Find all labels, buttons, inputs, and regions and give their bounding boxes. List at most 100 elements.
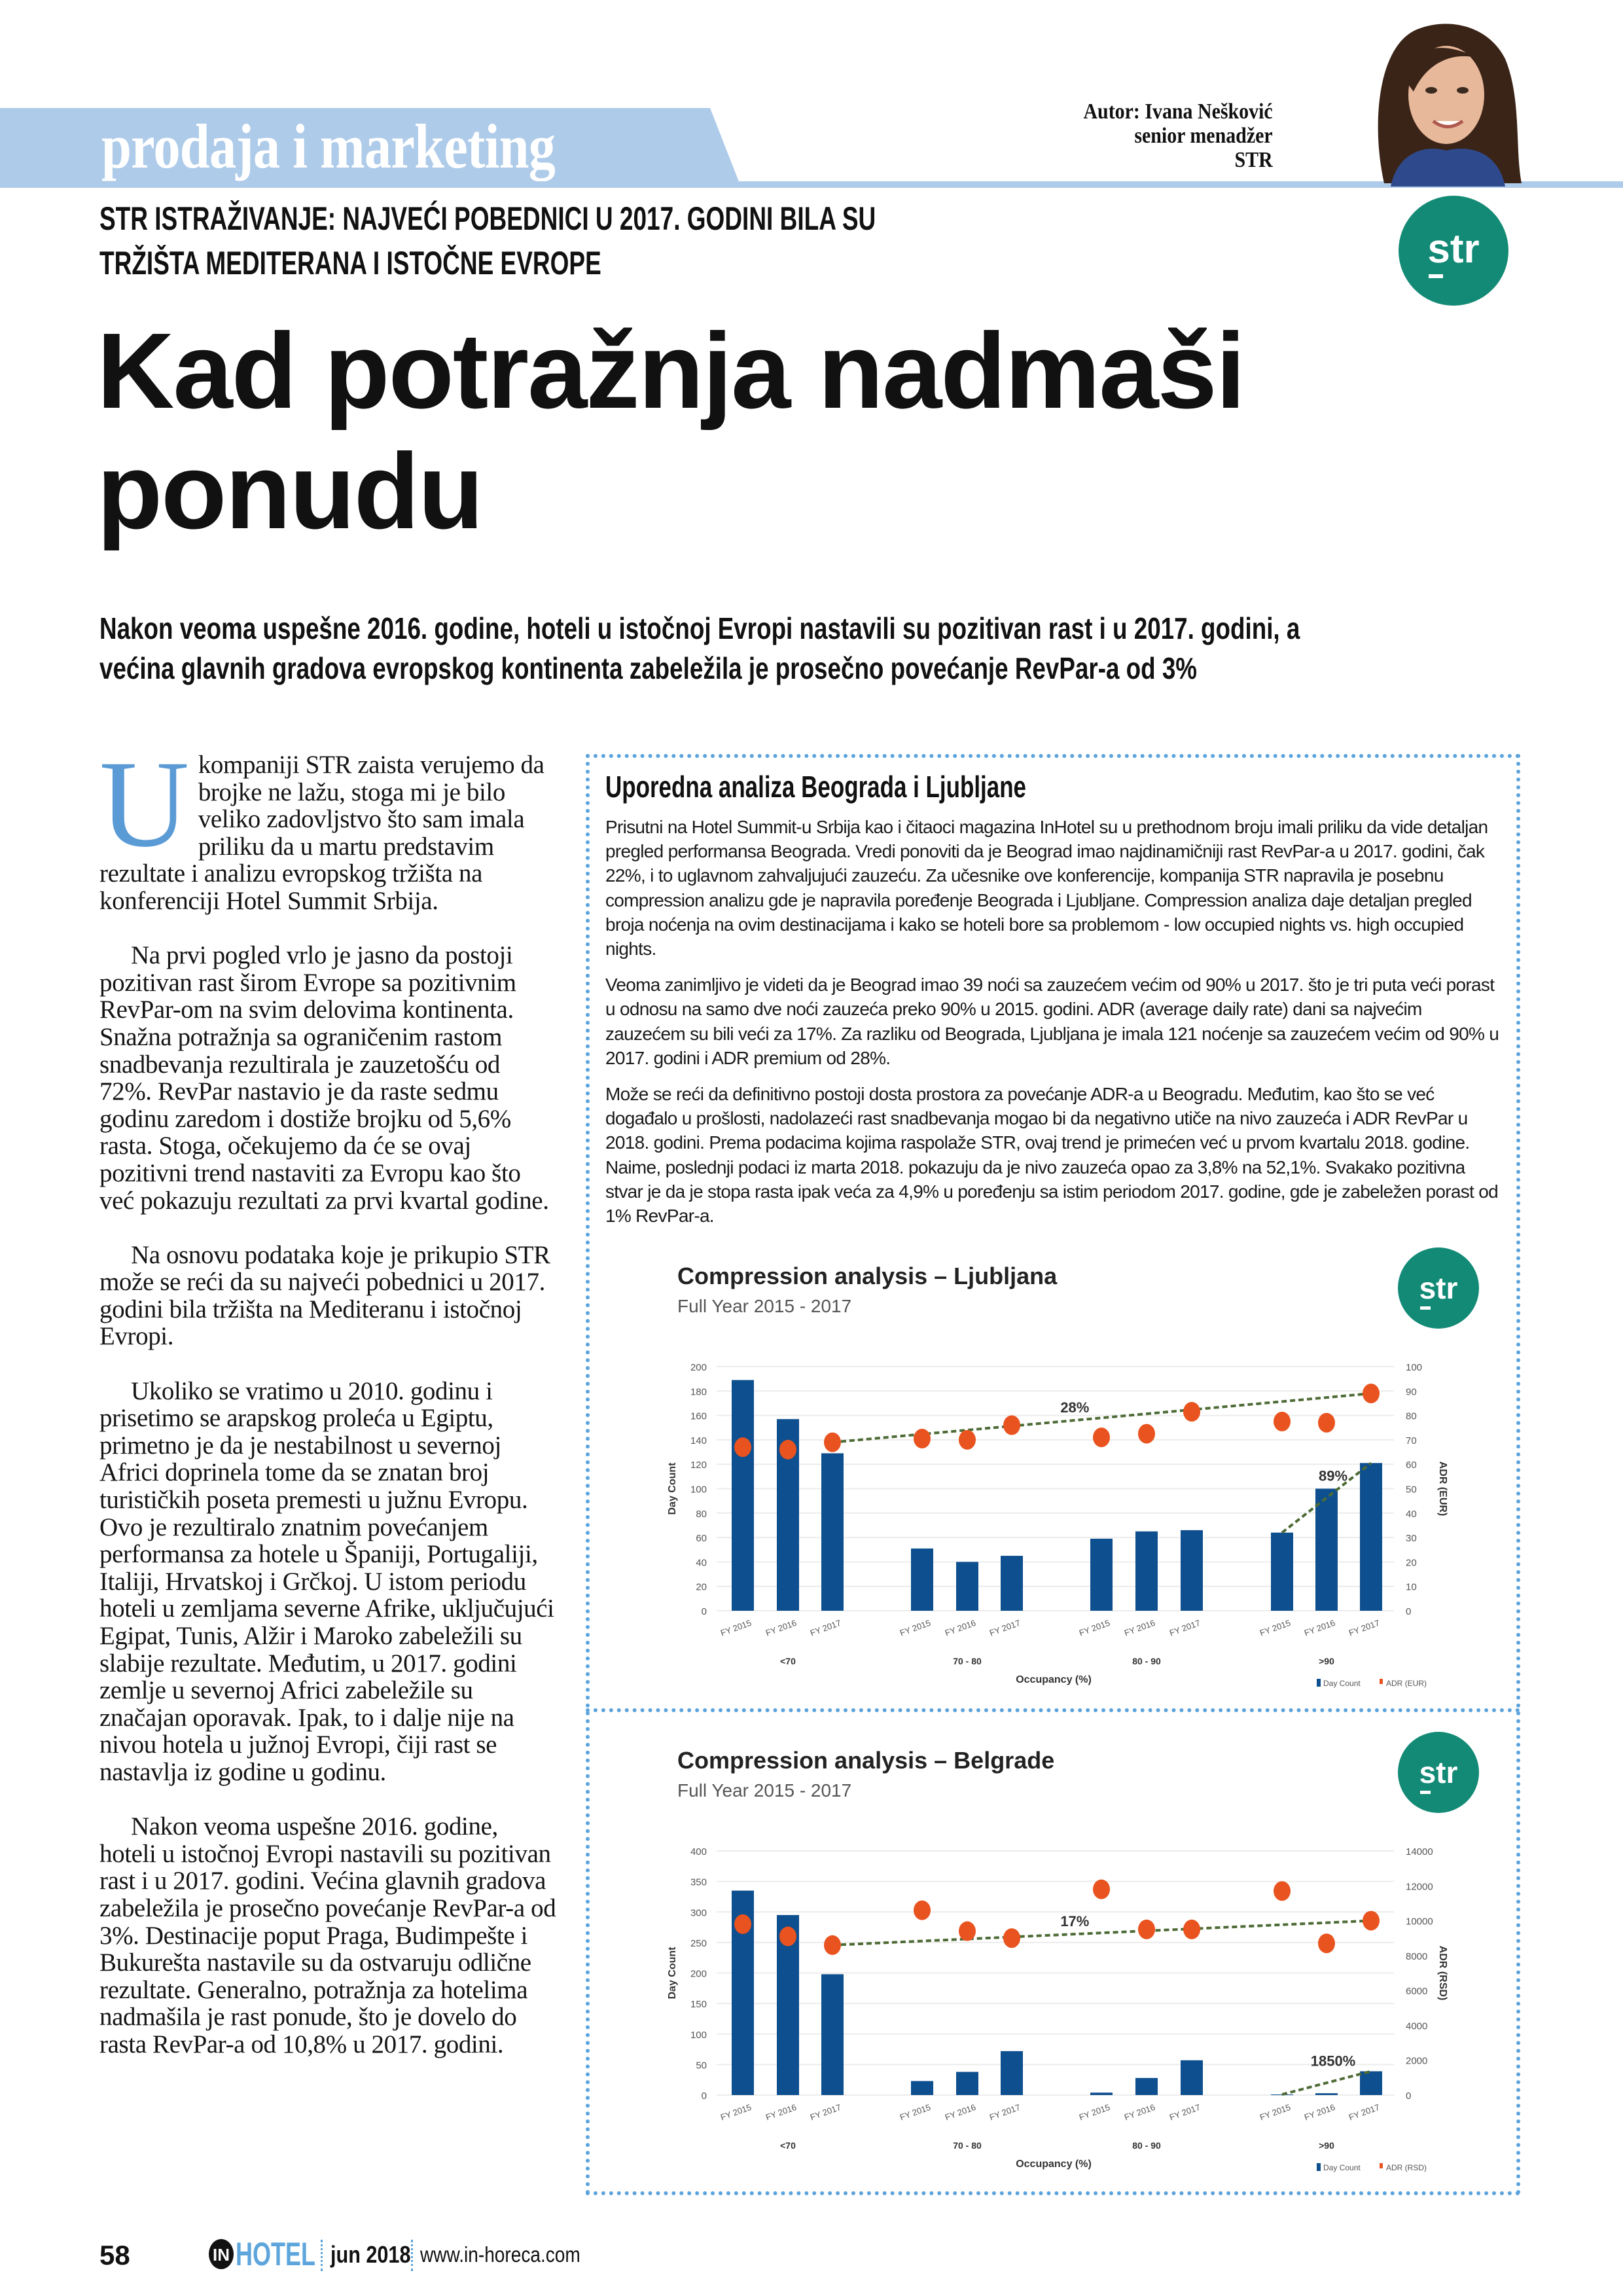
x-tick-label: FY 2015 (719, 1618, 753, 1638)
chart-title: Compression analysis – Ljubljana (677, 1263, 1058, 1289)
x-tick-label: FY 2016 (944, 1618, 977, 1638)
legend-swatch-adr (1380, 2163, 1383, 2168)
str-logo: str (1399, 196, 1508, 306)
adr-point (914, 1900, 931, 1920)
article-kicker: STR ISTRAŽIVANJE: NAJVEĆI POBEDNICI U 20… (99, 196, 876, 285)
lead-line: većina glavnih gradova evropskog kontine… (99, 651, 1198, 685)
x-tick-label: FY 2017 (1168, 2102, 1202, 2123)
y-tick-label: 160 (690, 1411, 707, 1422)
y-tick-label: 20 (696, 1582, 707, 1593)
x-tick-label: FY 2017 (809, 2102, 842, 2123)
x-tick-label: FY 2015 (1258, 2102, 1292, 2123)
legend-swatch-day-count (1317, 1679, 1321, 1687)
legend-swatch-adr (1380, 1679, 1383, 1684)
y2-tick-label: 4000 (1406, 2020, 1427, 2032)
y-tick-label: 0 (702, 1606, 707, 1617)
y2-tick-label: 60 (1406, 1460, 1417, 1471)
group-label: 80 - 90 (1132, 1656, 1161, 1666)
y2-tick-label: 0 (1406, 2090, 1411, 2102)
body-paragraph: Na osnovu podataka koje je prikupio STR … (99, 1240, 550, 1351)
body-paragraph: Na prvi pogled vrlo je jasno da postoji … (99, 941, 549, 1215)
bar-day-count (911, 2081, 933, 2095)
page-number: 58 (99, 2240, 130, 2270)
box-text: Prisutni na Hotel Summit-u Srbija kao i … (605, 815, 1502, 1240)
x-tick-label: FY 2016 (944, 2102, 977, 2123)
article-lead: Nakon veoma uspešne 2016. godine, hoteli… (99, 609, 1300, 689)
y2-tick-label: 0 (1406, 1606, 1411, 1617)
adr-point (1003, 1928, 1020, 1948)
box-paragraph: Može se reći da definitivno postoji dost… (605, 1084, 1499, 1227)
y-tick-label: 0 (702, 2090, 707, 2102)
legend-label: ADR (RSD) (1386, 2163, 1427, 2172)
y2-tick-label: 6000 (1406, 1986, 1427, 1997)
adr-point (1003, 1415, 1020, 1435)
author-role: senior menadžer (1134, 124, 1273, 148)
x-tick-label: FY 2015 (719, 2102, 753, 2123)
y2-tick-label: 8000 (1406, 1951, 1427, 1962)
y-tick-label: 100 (690, 1484, 707, 1496)
adr-point (914, 1429, 931, 1449)
adr-point (734, 1437, 751, 1458)
str-logo-text: str (1427, 226, 1479, 272)
adr-point (1274, 1881, 1291, 1901)
body-paragraph: Nakon veoma uspešne 2016. godine, hoteli… (99, 1812, 556, 2058)
y-tick-label: 100 (690, 2030, 707, 2041)
group-label: >90 (1319, 2140, 1334, 2151)
y-tick-label: 180 (690, 1386, 707, 1397)
x-tick-label: FY 2017 (809, 1618, 842, 1638)
website-link[interactable]: www.in-horeca.com (420, 2242, 580, 2267)
trend-line (1281, 2070, 1372, 2096)
y2-axis-label: ADR (RSD) (1437, 1946, 1448, 2001)
bar-day-count (911, 1548, 933, 1611)
x-tick-label: FY 2017 (1168, 1618, 1202, 1638)
trend-line (832, 1919, 1372, 1946)
group-label: 70 - 80 (953, 2140, 982, 2151)
x-tick-label: FY 2015 (1258, 1618, 1292, 1638)
bar-day-count (1181, 1530, 1203, 1611)
x-tick-label: FY 2016 (1303, 2102, 1336, 2123)
box-title: Uporedna analiza Beograda i Ljubljane (605, 770, 1027, 804)
adr-point (824, 1432, 841, 1452)
adr-point (1183, 1402, 1200, 1422)
chart-subtitle: Full Year 2015 - 2017 (677, 1780, 851, 1801)
chart-belgrade: Compression analysis – Belgrade Full Year… (667, 1732, 1479, 2172)
y2-tick-label: 50 (1406, 1484, 1417, 1496)
lead-line: Nakon veoma uspešne 2016. godine, hoteli… (99, 611, 1300, 645)
y-tick-label: 120 (690, 1460, 707, 1471)
str-logo-text: str (1419, 1755, 1458, 1789)
adr-point (1318, 1412, 1335, 1433)
y-axis-label: Day Count (667, 1462, 678, 1515)
box-paragraph: Prisutni na Hotel Summit-u Srbija kao i … (605, 817, 1488, 960)
str-logo-circle (1398, 1732, 1479, 1813)
str-logo-bar (1420, 1791, 1431, 1794)
bar-day-count (956, 1562, 978, 1611)
bar-day-count (732, 1380, 754, 1611)
legend-label: Day Count (1323, 1679, 1361, 1688)
x-tick-label: FY 2017 (1347, 1618, 1381, 1638)
y-axis-label: Day Count (667, 1946, 678, 2000)
y-tick-label: 140 (690, 1435, 707, 1446)
y2-tick-label: 10000 (1406, 1916, 1433, 1928)
footer-separator (411, 2240, 413, 2271)
y2-tick-label: 2000 (1406, 2056, 1427, 2067)
x-tick-label: FY 2016 (764, 1618, 798, 1638)
x-tick-label: FY 2015 (1078, 2102, 1111, 2123)
author-photo (1378, 24, 1522, 187)
bar-day-count (1315, 2093, 1338, 2095)
y-tick-label: 80 (696, 1509, 707, 1520)
kicker-line: STR ISTRAŽIVANJE: NAJVEĆI POBEDNICI U 20… (99, 200, 876, 237)
inhotel-logo-text: HOTEL (236, 2236, 315, 2272)
x-tick-label: FY 2015 (899, 1618, 932, 1638)
adr-point (779, 1439, 796, 1460)
body-paragraph: Ukoliko se vratimo u 2010. godinu i pris… (99, 1376, 554, 1786)
adr-point (1183, 1919, 1200, 1939)
x-tick-label: FY 2016 (1123, 2102, 1156, 2123)
banner-rule (0, 181, 1623, 188)
adr-point (1138, 1919, 1155, 1939)
bar-day-count (1001, 2051, 1023, 2095)
y2-tick-label: 12000 (1406, 1881, 1433, 1892)
y2-tick-label: 14000 (1406, 1846, 1433, 1857)
y-tick-label: 200 (690, 1969, 707, 1980)
